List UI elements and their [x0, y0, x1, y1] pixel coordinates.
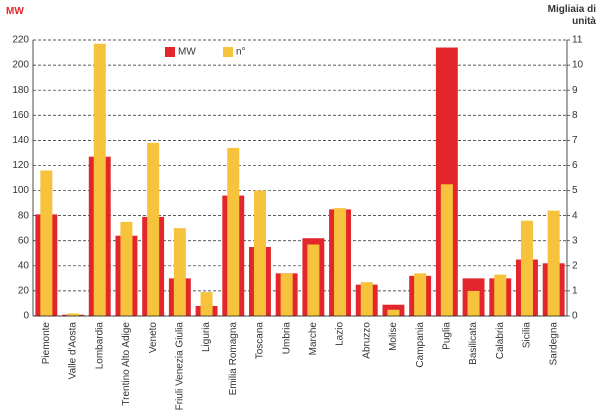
y2-tick-label: 5 — [572, 185, 578, 196]
bar — [200, 292, 213, 316]
x-tick-label: Umbria — [281, 322, 292, 355]
bar — [494, 274, 507, 316]
legend-swatch — [165, 47, 175, 57]
x-tick-label: Piemonte — [41, 322, 52, 365]
y2-tick-label: 4 — [572, 210, 578, 221]
y2-tick-label: 0 — [572, 311, 578, 322]
bar — [387, 309, 400, 316]
x-tick-label: Emilia Romagna — [228, 322, 239, 396]
y2-tick-label: 7 — [572, 135, 578, 146]
bar — [280, 273, 293, 316]
x-tick-label: Liguria — [201, 322, 212, 352]
y-tick-label: 80 — [18, 210, 30, 221]
y-axis-title: MW — [6, 6, 24, 17]
x-tick-label: Lazio — [335, 322, 346, 346]
y-tick-label: 60 — [18, 235, 30, 246]
bar — [120, 221, 133, 316]
bar — [40, 170, 53, 316]
y2-axis-title: Migliaia di unità — [547, 4, 596, 27]
y-tick-label: 100 — [12, 185, 29, 196]
bar — [307, 244, 320, 316]
bar — [547, 210, 560, 316]
bar — [173, 228, 186, 316]
x-tick-label: Valle d'Aosta — [68, 322, 79, 380]
x-tick-label: Sicilia — [522, 322, 533, 349]
x-tick-label: Sardegna — [548, 322, 559, 366]
x-tick-label: Veneto — [148, 322, 159, 354]
bar — [334, 208, 347, 316]
bar — [253, 190, 266, 316]
y-tick-label: 20 — [18, 286, 30, 297]
x-tick-label: Friuli Venezia Giulia — [174, 322, 185, 411]
bar — [360, 282, 373, 316]
bar — [440, 184, 453, 316]
y-tick-label: 180 — [12, 85, 29, 96]
x-tick-label: Toscana — [255, 322, 266, 360]
x-tick-label: Molise — [388, 322, 399, 351]
x-tick-label: Abruzzo — [361, 322, 372, 359]
bar — [93, 43, 106, 316]
y2-tick-label: 1 — [572, 286, 578, 297]
y2-tick-label: 9 — [572, 85, 578, 96]
bar — [147, 142, 160, 316]
bar — [67, 313, 80, 316]
y2-tick-label: 8 — [572, 110, 578, 121]
y-tick-label: 160 — [12, 110, 29, 121]
bar — [520, 220, 533, 316]
y2-tick-label: 3 — [572, 235, 578, 246]
x-tick-label: Puglia — [441, 322, 452, 350]
x-tick-label: Calabria — [495, 322, 506, 360]
y2-tick-label: 11 — [572, 35, 583, 46]
x-tick-label: Trentino Alto Adige — [121, 322, 132, 406]
x-tick-label: Lombardia — [94, 322, 105, 370]
bar — [467, 290, 480, 316]
legend-swatch — [223, 47, 233, 57]
bar — [227, 147, 240, 316]
x-tick-label: Marche — [308, 322, 319, 356]
x-tick-label: Basilicata — [468, 322, 479, 365]
y-tick-label: 40 — [18, 260, 30, 271]
y2-tick-label: 2 — [572, 260, 578, 271]
legend-label: MW — [178, 47, 196, 58]
y-tick-label: 200 — [12, 60, 29, 71]
y-tick-label: 140 — [12, 135, 29, 146]
legend-label: n° — [236, 47, 246, 58]
y2-tick-label: 10 — [572, 60, 584, 71]
y2-tick-label: 6 — [572, 160, 578, 171]
y-tick-label: 0 — [23, 311, 29, 322]
bar — [414, 273, 427, 316]
y-tick-label: 120 — [12, 160, 29, 171]
x-tick-label: Campania — [415, 322, 426, 368]
y-tick-label: 220 — [12, 35, 29, 46]
